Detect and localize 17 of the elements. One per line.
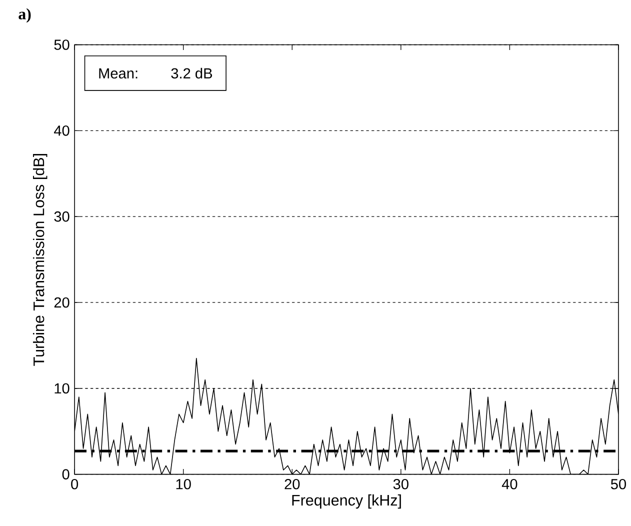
x-tick-label: 30 bbox=[393, 478, 408, 490]
x-tick-label: 40 bbox=[502, 478, 518, 490]
y-tick-label: 50 bbox=[54, 40, 70, 50]
y-tick-label: 20 bbox=[54, 297, 70, 308]
annotation: 3.2 dB bbox=[171, 68, 212, 79]
x-axis-title: Frequency [kHz] bbox=[292, 494, 401, 509]
x-tick-label: 0 bbox=[71, 478, 78, 490]
chart-title: a) bbox=[18, 8, 31, 23]
x-tick-label: 20 bbox=[284, 478, 300, 490]
x-tick-label: 50 bbox=[610, 478, 626, 490]
y-tick-label: 0 bbox=[62, 469, 70, 480]
y-tick-label: 40 bbox=[54, 126, 70, 136]
x-tick-label: 10 bbox=[176, 478, 191, 490]
y-tick-label: 30 bbox=[54, 211, 70, 222]
y-axis-title: Turbine Transmission Loss [dB] bbox=[33, 154, 48, 366]
y-tick-label: 10 bbox=[54, 383, 70, 394]
annotation: Mean: bbox=[99, 68, 138, 79]
